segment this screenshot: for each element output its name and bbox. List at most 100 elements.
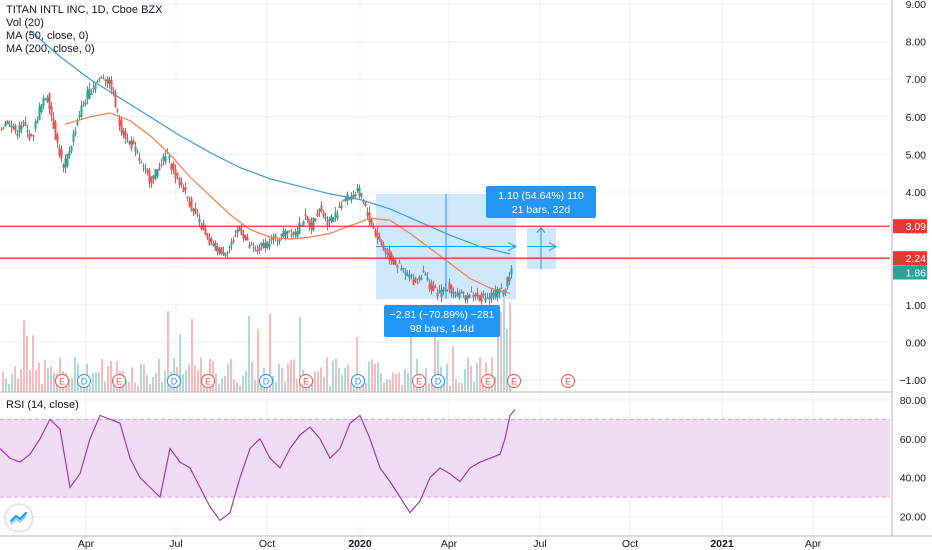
event-marker-6 [299, 374, 313, 388]
candle-body [100, 76, 103, 78]
candle-body [414, 277, 417, 282]
volume-bar [98, 371, 100, 392]
volume-bar [149, 383, 151, 392]
candle-body [402, 268, 405, 270]
candle-body [42, 97, 45, 107]
candle-body [72, 133, 75, 142]
candle-body [190, 198, 193, 211]
candle-body [158, 167, 161, 171]
candle-body [272, 236, 275, 240]
candle-body [378, 237, 381, 241]
candle-body [4, 122, 7, 127]
candle-body [210, 238, 213, 243]
candle-body [68, 151, 71, 156]
volume-bar [464, 369, 466, 392]
candle-body [334, 211, 337, 218]
candle-body [50, 105, 53, 116]
volume-bar [80, 385, 82, 392]
event-marker-label-12: E [565, 377, 571, 387]
volume-bar [50, 366, 52, 392]
candle-body [204, 228, 207, 235]
candle-body [108, 79, 111, 84]
volume-bar [449, 385, 451, 392]
candle-body [182, 186, 185, 193]
candle-body [208, 238, 211, 245]
candle-body [170, 163, 173, 171]
time-tick-3: 2020 [348, 538, 372, 550]
event-marker-label-5: D [263, 377, 270, 387]
volume-bar [113, 383, 115, 392]
volume-bar [356, 337, 358, 392]
symbol-title[interactable]: TITAN INTL INC, 1D, Cboe BZX [6, 4, 163, 16]
tradingview-logo[interactable] [6, 505, 32, 531]
indicator-ma200[interactable]: MA (200, close, 0) [6, 43, 95, 55]
volume-bar [338, 367, 340, 392]
candle-body [336, 215, 339, 219]
volume-bar [233, 379, 235, 392]
candle-body [180, 182, 183, 185]
candle-body [244, 235, 247, 240]
volume-bar [500, 311, 502, 392]
event-marker-label-9: D [435, 377, 442, 387]
candle-body [408, 274, 411, 279]
indicator-ma50[interactable]: MA (50, close, 0) [6, 30, 89, 42]
candle-body [462, 292, 465, 294]
candle-body [188, 201, 191, 207]
candle-body [268, 243, 271, 247]
volume-bar [470, 366, 472, 392]
candle-body [312, 217, 315, 231]
candle-body [276, 241, 279, 243]
candle-body [266, 241, 269, 249]
rsi-line [0, 409, 516, 522]
candle-body [212, 243, 215, 246]
volume-bar [311, 379, 313, 392]
candle-body [274, 234, 277, 238]
volume-bar [371, 359, 373, 392]
volume-bar [95, 372, 97, 392]
volume-bar [479, 356, 481, 392]
candle-body [10, 125, 13, 128]
volume-bar [218, 383, 220, 392]
volume-bar [101, 359, 103, 392]
candle-body [130, 140, 133, 149]
candle-body [488, 296, 491, 300]
candle-body [60, 149, 63, 159]
candle-body [308, 219, 311, 227]
candle-body [400, 268, 403, 271]
price-tick-4: 5.00 [906, 149, 927, 161]
candle-body [8, 122, 11, 125]
candle-body [324, 216, 327, 219]
volume-bar [458, 382, 460, 392]
measure-arrow-right [548, 242, 558, 251]
candle-body [478, 295, 481, 302]
volume-bar [425, 368, 427, 392]
candle-body [124, 131, 127, 139]
candle-body [364, 202, 367, 207]
volume-bar [92, 372, 94, 392]
price-label-0: 3.09 [906, 221, 927, 233]
volume-bar [326, 357, 328, 392]
volume-bar [467, 357, 469, 392]
volume-bar [359, 383, 361, 392]
volume-bar [35, 369, 37, 392]
candle-body [290, 234, 293, 236]
volume-bar [272, 375, 274, 392]
indicator-vol[interactable]: Vol (20) [6, 17, 44, 29]
indicator-rsi[interactable]: RSI (14, close) [6, 399, 79, 411]
candle-body [186, 196, 189, 198]
volume-bar [329, 385, 331, 392]
candle-body [252, 247, 255, 249]
price-tick-8: 1.00 [906, 300, 927, 312]
candle-body [296, 231, 299, 238]
volume-bar [188, 364, 190, 392]
candle-body [222, 251, 225, 255]
candle-body [356, 188, 359, 191]
candle-body [464, 295, 467, 301]
volume-bar [368, 361, 370, 392]
candle-body [64, 158, 67, 169]
candle-body [138, 157, 141, 161]
candle-body [432, 285, 435, 291]
volume-bar [143, 364, 145, 392]
volume-bar [506, 328, 508, 392]
candle-body [6, 120, 9, 124]
